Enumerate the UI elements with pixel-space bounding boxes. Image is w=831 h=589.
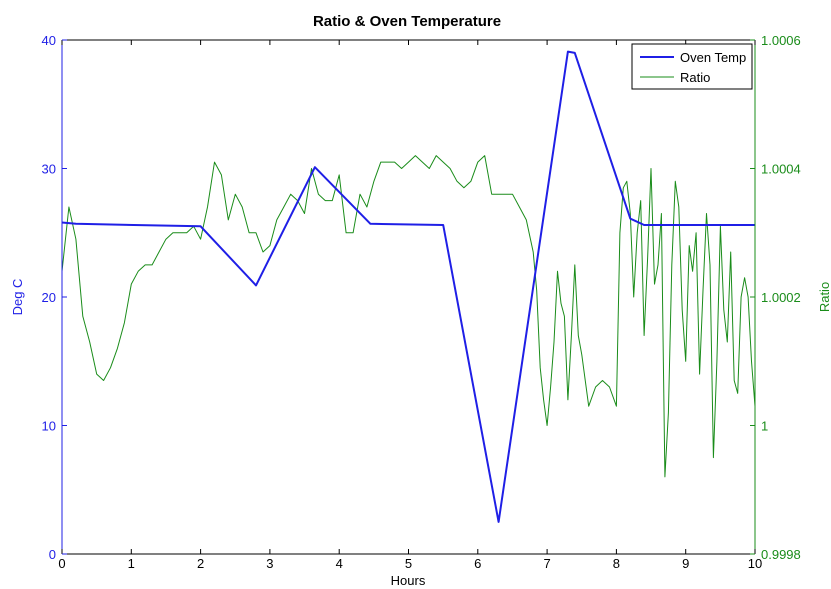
y-right-tick-label: 1.0006	[761, 33, 801, 48]
ticks-layer: 0 1 2 3 4 5 6 7 8 9 10 0 10 20 30 40 0.9998 1 1.0002 1.0004…	[42, 33, 801, 571]
x-tick-label: 4	[336, 556, 343, 571]
y-left-tick-label: 0	[49, 547, 56, 562]
x-tick-label: 10	[748, 556, 762, 571]
x-tick-label: 1	[128, 556, 135, 571]
y-right-tick-label: 1.0004	[761, 162, 801, 177]
y-left-tick-label: 10	[42, 419, 56, 434]
y-left-tick-label: 40	[42, 33, 56, 48]
y-left-tick-label: 30	[42, 162, 56, 177]
x-tick-label: 9	[682, 556, 689, 571]
y-right-tick-label: 1.0002	[761, 290, 801, 305]
series-layer	[61, 50, 756, 523]
x-tick-label: 5	[405, 556, 412, 571]
y-right-tick-label: 0.9998	[761, 547, 801, 562]
x-axis-label: Hours	[391, 573, 426, 588]
x-tick-label: 6	[474, 556, 481, 571]
y-right-tick-label: 1	[761, 419, 768, 434]
chart-title: Ratio & Oven Temperature	[313, 13, 501, 30]
y-left-tick-label: 20	[42, 290, 56, 305]
x-tick-label: 2	[197, 556, 204, 571]
x-tick-label: 3	[266, 556, 273, 571]
legend-ratio-label: Ratio	[680, 70, 710, 85]
series-line-ratio	[61, 155, 756, 478]
x-tick-label: 8	[613, 556, 620, 571]
x-tick-label: 7	[543, 556, 550, 571]
x-tick-label: 0	[58, 556, 65, 571]
right-y-axis-label: Ratio	[817, 282, 831, 312]
legend-oven-label: Oven Temp	[680, 50, 746, 65]
left-y-axis-label: Deg C	[10, 279, 25, 316]
series-line-oven-temp	[61, 50, 755, 523]
legend-box	[631, 43, 753, 90]
plot-area	[62, 40, 755, 554]
legend: Oven Temp Ratio	[631, 43, 753, 90]
